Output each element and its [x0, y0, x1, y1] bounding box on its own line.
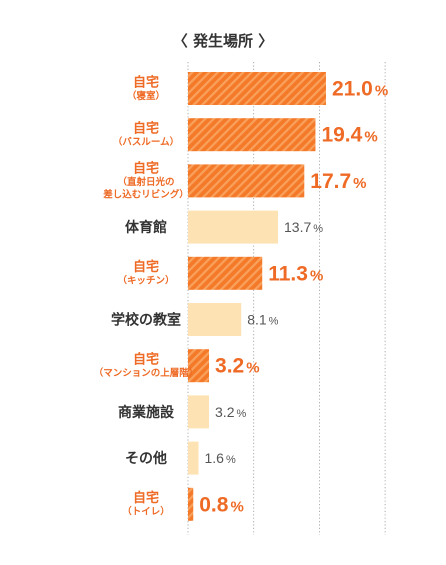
value-label-3: 13.7% [284, 219, 323, 235]
bars [188, 72, 326, 521]
value-label-7: 3.2% [215, 404, 246, 420]
value-label-2: 17.7% [310, 170, 366, 193]
value-label-8: 1.6% [205, 450, 236, 466]
bar-4 [188, 256, 263, 290]
category-label-2: 自宅 [133, 160, 159, 176]
category-label-3: 体育館 [125, 219, 167, 236]
bar-3 [188, 210, 279, 244]
bar-2 [188, 164, 305, 198]
category-sublabel-6-0: （マンションの上層階） [94, 367, 199, 379]
category-label-9: 自宅 [133, 490, 159, 506]
bar-8 [188, 441, 199, 475]
value-label-0: 21.0% [332, 78, 388, 101]
value-label-1: 19.4% [321, 124, 377, 147]
chart-title: 〈 発生場所 〉 [173, 32, 273, 50]
category-label-7: 商業施設 [118, 404, 175, 421]
bar-7 [188, 395, 210, 429]
value-label-5: 8.1% [247, 312, 278, 328]
category-label-1: 自宅 [133, 120, 159, 136]
value-labels: 21.0 % 19.4 % 17.7 % 13.7 % 11.3 % 8.1 % 3.2 % 3.2 % 1.6… [199, 78, 388, 517]
category-label-6: 自宅 [133, 351, 159, 367]
value-label-9: 0.8% [199, 493, 244, 516]
category-sublabel-9-0: （トイレ） [122, 506, 170, 518]
bar-5 [188, 303, 242, 336]
category-labels: 自宅（寝室）自宅（バスルーム）自宅（直射日光の差し込むリビング）体育館自宅（キッ… [94, 74, 199, 517]
bar-6 [188, 349, 210, 383]
bar-0 [188, 72, 326, 105]
category-sublabel-4-0: （キッチン） [117, 275, 174, 287]
category-label-4: 自宅 [133, 259, 159, 275]
bar-1 [188, 118, 316, 152]
category-sublabel-2-0: （直射日光の [117, 176, 174, 188]
category-label-5: 学校の教室 [111, 312, 181, 329]
category-label-0: 自宅 [133, 74, 159, 90]
value-label-6: 3.2% [215, 355, 260, 378]
category-sublabel-0-0: （寝室） [127, 90, 165, 102]
bar-9 [188, 487, 194, 521]
category-sublabel-2-1: 差し込むリビング） [103, 188, 189, 200]
value-label-4: 11.3% [268, 262, 323, 285]
category-sublabel-1-0: （バスルーム） [113, 136, 179, 148]
category-label-8: その他 [125, 450, 167, 467]
